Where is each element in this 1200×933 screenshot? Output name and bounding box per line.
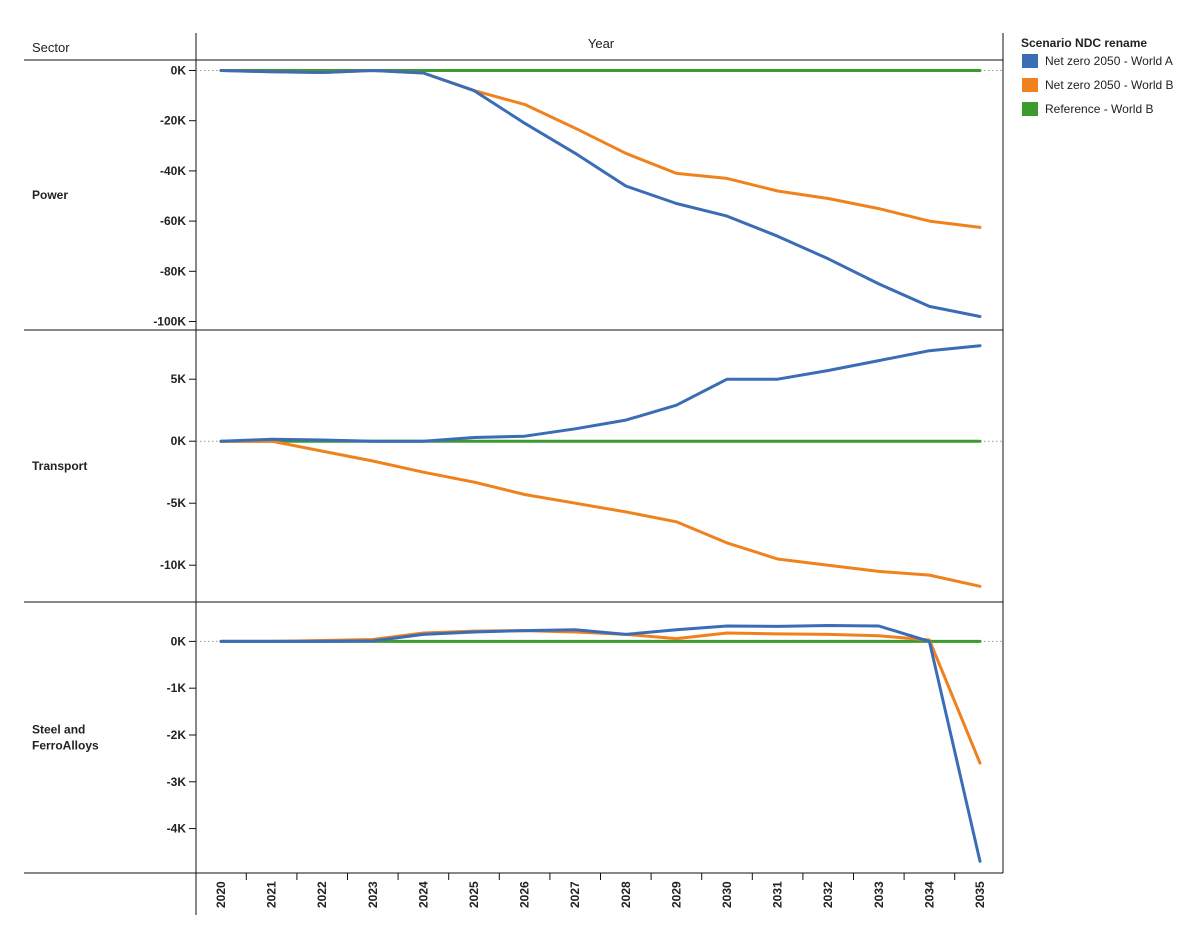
legend-item-net-zero-2050-world-a[interactable]: Net zero 2050 - World A [1022,54,1173,68]
legend-swatch [1022,102,1038,116]
y-tick-label: 0K [171,64,187,78]
series-line-net-zero-2050-world-b [219,629,982,765]
legend-label: Net zero 2050 - World A [1045,54,1173,68]
x-tick-label: 2025 [467,881,481,908]
x-tick-label: 2033 [872,881,886,908]
series-line-net-zero-2050-world-a [219,624,982,863]
y-tick-label: 0K [171,634,187,648]
x-tick-label: 2027 [568,881,582,908]
y-tick-label: -20K [160,114,186,128]
series-line-net-zero-2050-world-b [219,69,982,229]
x-tick-label: 2031 [771,881,785,908]
y-tick-label: 0K [171,434,187,448]
x-tick-label: 2023 [366,881,380,908]
legend-item-net-zero-2050-world-b[interactable]: Net zero 2050 - World B [1022,78,1174,92]
year-header: Year [588,36,615,51]
x-tick-label: 2030 [720,881,734,908]
y-tick-label: -4K [167,822,187,836]
legend-swatch [1022,54,1038,68]
panel-1: Transport 5K 0K -5K -10K [32,344,1003,588]
y-tick-label: -100K [153,315,186,329]
x-tick-label: 2024 [416,881,430,908]
x-tick-label: 2034 [922,881,936,908]
y-tick-label: -3K [167,775,187,789]
y-tick-label: -40K [160,164,186,178]
legend-swatch [1022,78,1038,92]
x-tick-label: 2029 [669,881,683,908]
panel-2: Steel and FerroAlloys 0K -1K -2K -3K -4K [32,624,1003,863]
legend-label: Reference - World B [1045,102,1154,116]
y-tick-label: -60K [160,214,186,228]
y-tick-label: 5K [171,372,187,386]
sector-header: Sector [32,40,70,55]
chart-frame [24,33,1004,915]
x-tick-label: 2021 [265,881,279,908]
series-line-net-zero-2050-world-a [219,69,982,318]
sector-label-0: Power [32,188,68,202]
legend-item-reference-world-b[interactable]: Reference - World B [1022,102,1154,116]
series-line-net-zero-2050-world-a [219,344,982,443]
x-tick-label: 2026 [518,881,532,908]
x-tick-label: 2020 [214,881,228,908]
sector-label-2: Steel and FerroAlloys [32,723,99,753]
x-tick-label: 2035 [973,881,987,908]
legend-label: Net zero 2050 - World B [1045,78,1174,92]
x-axis: 2020 2021 2022 2023 2024 2025 2026 2027 2028 2029… [214,873,987,908]
x-tick-label: 2022 [315,881,329,908]
legend-title: Scenario NDC rename [1021,36,1147,50]
y-tick-label: -5K [167,496,187,510]
sector-label-1: Transport [32,459,87,473]
series-line-net-zero-2050-world-b [219,439,982,588]
x-tick-label: 2032 [821,881,835,908]
legend[interactable]: Scenario NDC rename Net zero 2050 - Worl… [1021,36,1174,116]
y-tick-label: -2K [167,728,187,742]
x-tick-label: 2028 [619,881,633,908]
panel-0: Power 0K -20K -40K -60K -80K -100K [32,64,1003,329]
y-tick-label: -1K [167,681,187,695]
chart-panels: Power 0K -20K -40K -60K -80K -100K Transport 5K 0… [32,64,1003,863]
y-tick-label: -10K [160,558,186,572]
y-tick-label: -80K [160,264,186,278]
